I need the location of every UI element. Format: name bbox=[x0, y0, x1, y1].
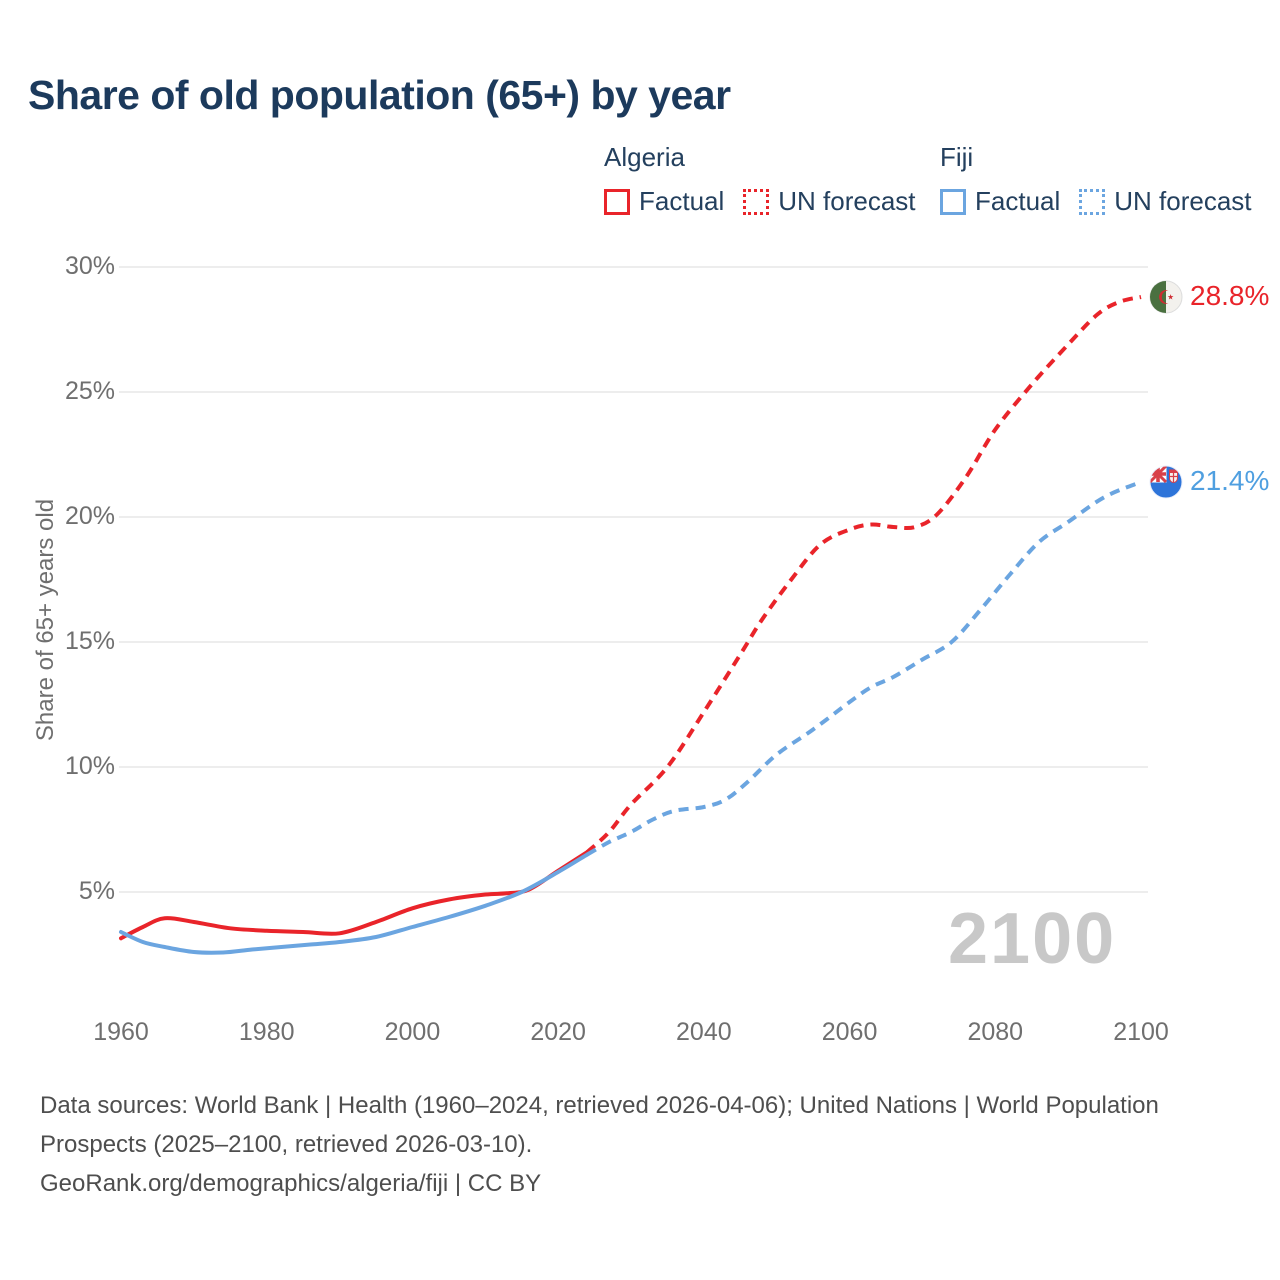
legend-item-fiji-forecast[interactable]: UN forecast bbox=[1079, 186, 1252, 217]
x-tick-label: 1960 bbox=[93, 1018, 149, 1046]
algeria-end-value-label: 28.8% bbox=[1190, 280, 1270, 311]
fiji-end-value-label: 21.4% bbox=[1190, 465, 1270, 496]
fiji-flag-marker bbox=[1149, 465, 1183, 499]
algeria-star-icon: ★ bbox=[1167, 293, 1174, 302]
y-tick-label: 5% bbox=[78, 877, 115, 905]
legend-label: Factual bbox=[639, 186, 725, 216]
legend-label: UN forecast bbox=[1114, 186, 1252, 216]
y-tick-label: 15% bbox=[64, 627, 115, 655]
algeria-factual-swatch-icon bbox=[604, 188, 630, 215]
fiji-factual-line bbox=[119, 852, 590, 955]
algeria-flag-marker: ★ bbox=[1149, 280, 1183, 314]
algeria-forecast-line bbox=[585, 295, 1142, 854]
x-tick-label: 2060 bbox=[821, 1018, 878, 1046]
fiji-factual-swatch-icon bbox=[940, 188, 966, 215]
legend-row-fiji: Factual UN forecast bbox=[940, 186, 1252, 217]
watermark-year: 2100 bbox=[948, 899, 1117, 979]
x-tick-label: 2040 bbox=[676, 1018, 732, 1046]
algeria-forecast-swatch-icon bbox=[743, 188, 770, 215]
legend-item-algeria-factual[interactable]: Factual bbox=[604, 186, 724, 217]
legend-title-fiji: Fiji bbox=[940, 142, 974, 172]
gridlines bbox=[119, 266, 1148, 893]
page-title: Share of old population (65+) by year bbox=[28, 72, 731, 118]
x-tick-label: 2080 bbox=[967, 1018, 1024, 1046]
legend-group-fiji: Fiji Factual UN forecast bbox=[940, 142, 1252, 217]
fiji-forecast-line bbox=[586, 480, 1142, 857]
fiji-forecast-swatch-icon bbox=[1079, 188, 1106, 215]
legend-item-fiji-factual[interactable]: Factual bbox=[940, 186, 1060, 217]
y-tick-label: 25% bbox=[64, 377, 115, 405]
x-tick-label: 2100 bbox=[1113, 1018, 1169, 1046]
legend-label: UN forecast bbox=[778, 186, 916, 216]
footer-sources: Data sources: World Bank | Health (1960–… bbox=[40, 1092, 1159, 1158]
x-tick-label: 1980 bbox=[238, 1018, 295, 1046]
footer: Data sources: World Bank | Health (1960–… bbox=[40, 1086, 1168, 1203]
x-tick-label: 2000 bbox=[384, 1018, 441, 1046]
x-tick-label: 2020 bbox=[530, 1018, 586, 1046]
footer-attribution: GeoRank.org/demographics/algeria/fiji | … bbox=[40, 1170, 542, 1197]
y-tick-label: 20% bbox=[64, 502, 115, 530]
legend-group-algeria: Algeria Factual UN forecast bbox=[604, 142, 916, 217]
y-tick-label: 30% bbox=[64, 252, 115, 280]
series-lines bbox=[119, 295, 1142, 955]
y-tick-label: 10% bbox=[64, 752, 115, 780]
legend-row-algeria: Factual UN forecast bbox=[604, 186, 916, 217]
legend-title-algeria: Algeria bbox=[604, 142, 685, 172]
legend-item-algeria-forecast[interactable]: UN forecast bbox=[743, 186, 916, 217]
legend-label: Factual bbox=[975, 186, 1061, 216]
